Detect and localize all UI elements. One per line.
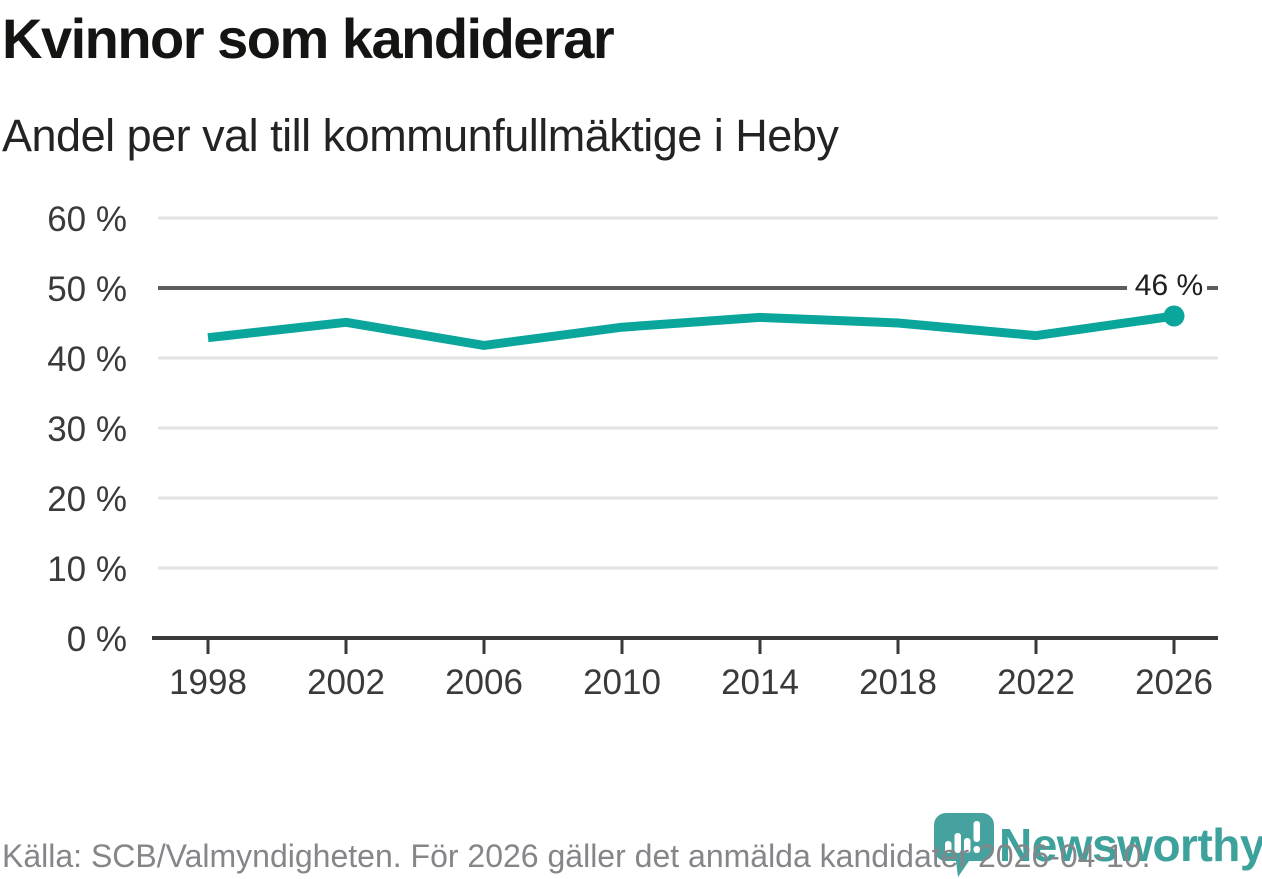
y-tick-label-10: 10 %: [47, 550, 127, 589]
source-note: Källa: SCB/Valmyndigheten. För 2026 gäll…: [2, 838, 1151, 874]
y-tick-label-50: 50 %: [47, 270, 127, 309]
newsworthy-wordmark: Newsworthy: [999, 819, 1262, 871]
bar-icon-2: [954, 833, 961, 853]
exclamation-dot-icon: [973, 846, 980, 853]
y-tick-label-30: 30 %: [47, 410, 127, 449]
y-tick-label-0: 0 %: [67, 620, 127, 659]
exclamation-bar-icon: [973, 821, 980, 842]
data-point-2026: [1163, 305, 1185, 327]
x-tick-label-2014: 2014: [721, 663, 799, 702]
value-label: 46 %: [1135, 269, 1203, 302]
bar-icon-3: [964, 838, 971, 853]
value-label-halo: [1127, 264, 1207, 304]
page-subtitle: Andel per val till kommunfullmäktige i H…: [2, 110, 839, 161]
x-tick-label-2002: 2002: [307, 663, 385, 702]
x-tick-label-2026: 2026: [1135, 663, 1213, 702]
x-tick-label-2006: 2006: [445, 663, 523, 702]
x-tick-label-2010: 2010: [583, 663, 661, 702]
page-title: Kvinnor som kandiderar: [2, 7, 615, 70]
data-line: [207, 311, 1175, 350]
y-tick-label-60: 60 %: [47, 200, 127, 239]
y-tick-label-20: 20 %: [47, 480, 127, 519]
newsworthy-bubble-icon: [934, 813, 994, 877]
bar-icon-1: [945, 841, 952, 853]
x-tick-label-2022: 2022: [997, 663, 1075, 702]
y-tick-label-40: 40 %: [47, 340, 127, 379]
x-tick-label-2018: 2018: [859, 663, 937, 702]
x-tick-label-1998: 1998: [169, 663, 247, 702]
